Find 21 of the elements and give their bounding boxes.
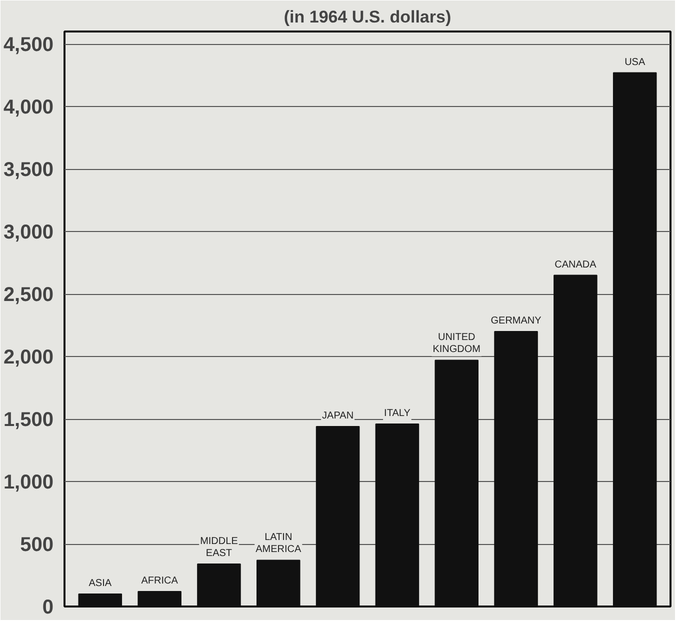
x-tick-label: CANADA (554, 259, 597, 270)
y-tick-label: 0 (42, 596, 54, 618)
x-tick-label: JAPAN (322, 410, 354, 422)
x-tick-label: AFRICA (141, 576, 178, 586)
y-tick-label: 500 (20, 534, 54, 556)
y-tick-label: 3,500 (3, 159, 54, 181)
chart-title: (in 1964 U.S. dollars) (284, 8, 452, 26)
x-tick-label: LATIN AMERICA (256, 532, 302, 556)
y-tick-label: 1,500 (3, 409, 54, 431)
y-tick-label: 2,500 (3, 284, 54, 306)
y-tick-label: 3,000 (3, 222, 54, 244)
y-tick-label: 2,000 (3, 346, 54, 368)
y-tick-label: 1,000 (3, 472, 54, 494)
x-tick-label: UNITED KINGDOM (432, 332, 481, 356)
x-tick-label: GERMANY (490, 316, 542, 326)
x-tick-label: USA (624, 56, 646, 68)
y-tick-label: 4,500 (3, 34, 54, 56)
x-tick-label: MIDDLE EAST (200, 536, 238, 559)
x-tick-label: ASIA (88, 578, 112, 589)
x-tick-label: ITALY (384, 408, 411, 419)
y-tick-label: 4,000 (3, 96, 54, 118)
